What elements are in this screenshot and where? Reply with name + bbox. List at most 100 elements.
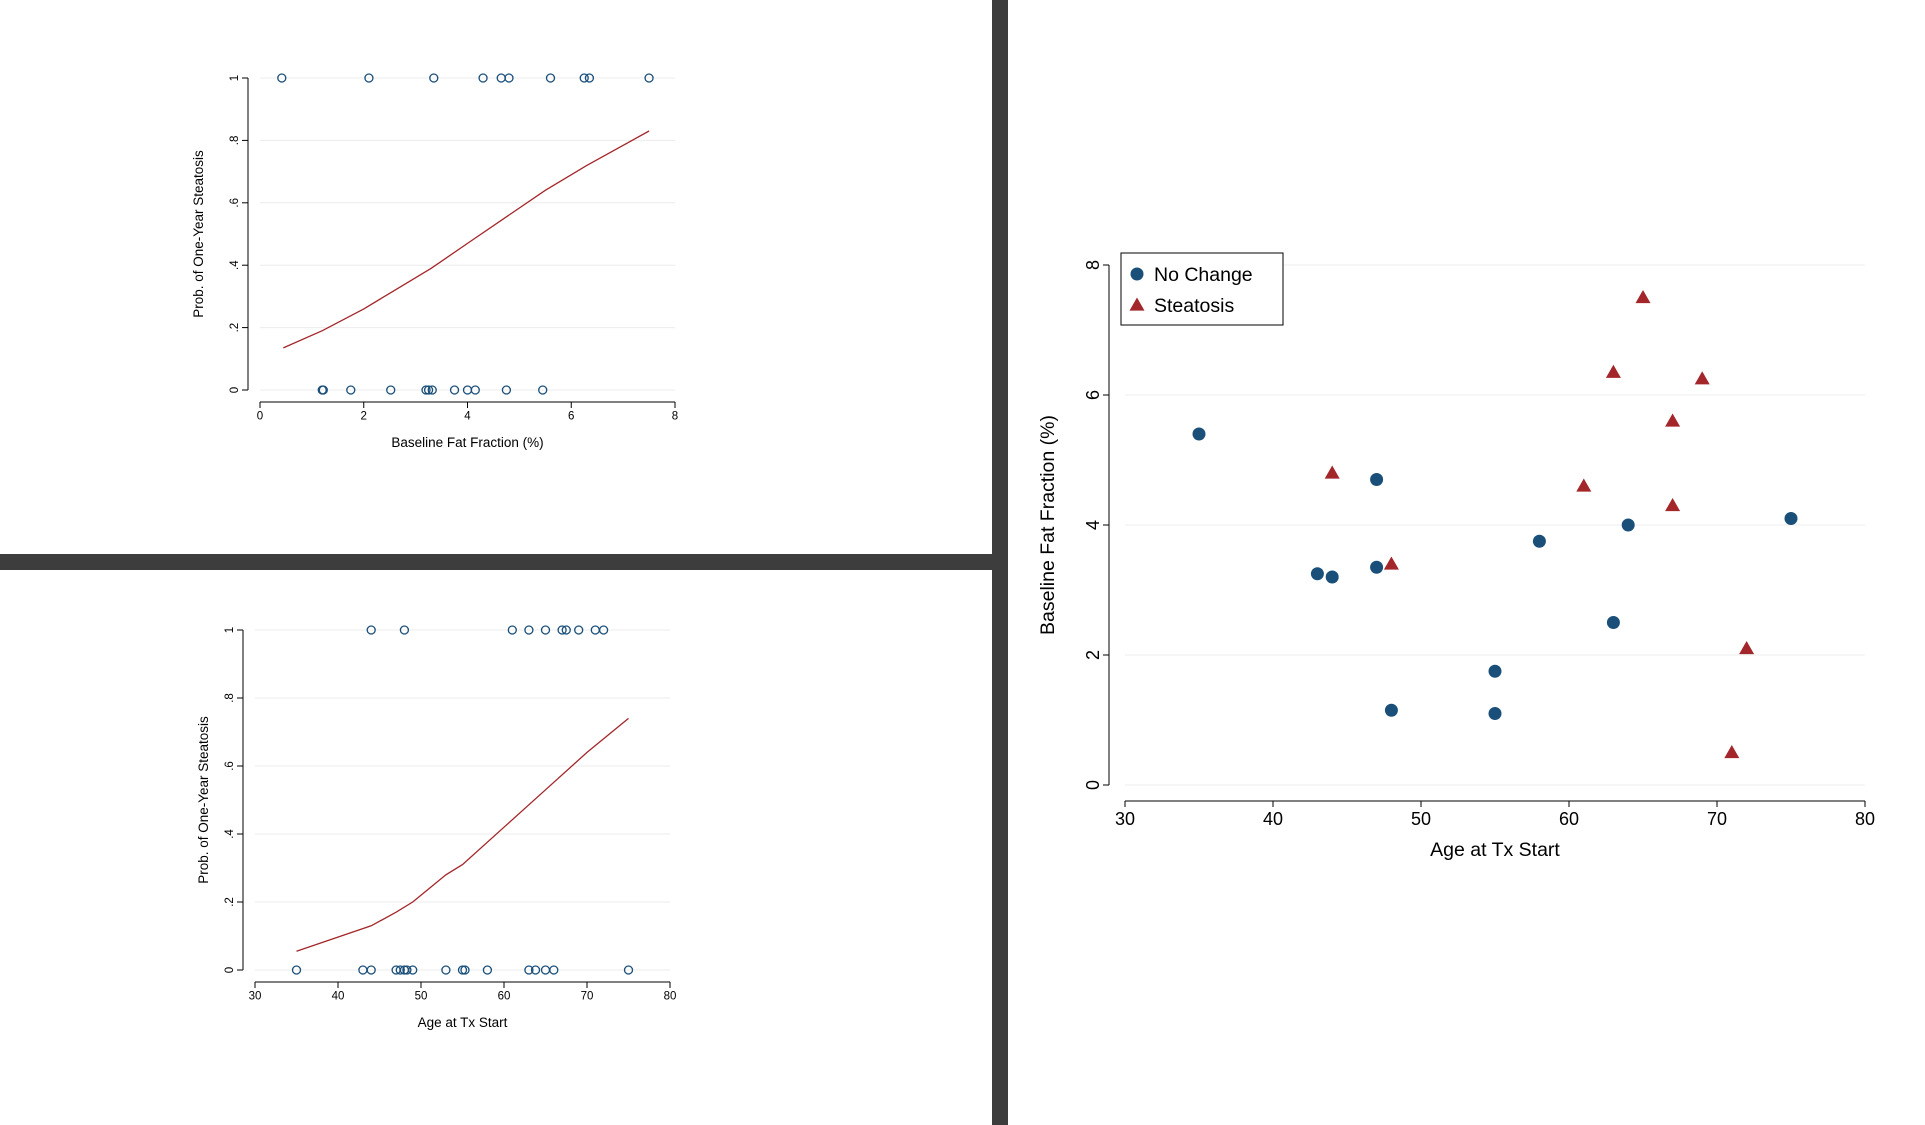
- x-tick-label: 40: [1263, 809, 1283, 829]
- data-point-no-change: [1192, 427, 1206, 441]
- x-tick-label: 60: [1559, 809, 1579, 829]
- vertical-divider: [992, 0, 1008, 1125]
- data-point: [427, 385, 437, 395]
- fit-line: [283, 130, 650, 349]
- x-tick-label: 50: [1411, 809, 1431, 829]
- x-tick-label: 0: [257, 411, 263, 423]
- data-point: [346, 385, 356, 395]
- data-point: [457, 965, 468, 975]
- data-point: [579, 73, 589, 83]
- x-tick-label: 2: [361, 411, 367, 423]
- data-point-no-change: [1606, 616, 1620, 629]
- chart-panel-age-fat-fraction: 0 2 4 6 8 30 40 50 60 70 80 Age at Tx Start Baseline…: [1035, 225, 1925, 875]
- x-tick-label: 40: [332, 991, 345, 1003]
- data-point-steatosis: [1739, 641, 1755, 655]
- y-tick-label: 0: [229, 387, 241, 393]
- data-point: [291, 965, 302, 975]
- data-point: [408, 965, 418, 975]
- data-point: [644, 73, 654, 83]
- data-point-steatosis: [1694, 371, 1710, 385]
- y-tick-label: 8: [1083, 260, 1103, 270]
- data-point: [421, 385, 431, 395]
- data-point-no-change: [1370, 560, 1384, 574]
- data-point-no-change: [1384, 703, 1398, 717]
- y-tick-label: .8: [229, 136, 241, 146]
- data-point-steatosis: [1724, 745, 1740, 759]
- y-tick-label: 0: [224, 967, 236, 973]
- data-point: [441, 965, 451, 975]
- data-point: [540, 625, 551, 635]
- data-point: [460, 965, 470, 975]
- data-point-no-change: [1488, 707, 1502, 720]
- chart-panel-age-probability: 0 .2 .4 .6 .8 1 30 40 50 60 70 80 Age at Tx Start Pro…: [196, 600, 835, 1050]
- data-point: [507, 625, 517, 635]
- chart-panel-fat-fraction: 0 .2 .4 .6 .8 1 0 2 4 6 8 Baseline Fat Fraction (%)…: [190, 50, 850, 530]
- y-tick-label: 6: [1083, 390, 1103, 400]
- legend-label: No Change: [1154, 264, 1253, 286]
- data-point: [402, 965, 412, 975]
- data-point-steatosis: [1605, 364, 1621, 378]
- x-axis-label: Age at Tx Start: [1430, 839, 1560, 861]
- data-point: [584, 73, 595, 83]
- data-point-no-change: [1784, 512, 1798, 525]
- data-point: [277, 73, 287, 83]
- y-tick-label: 1: [224, 627, 236, 633]
- y-tick-label: 0: [1083, 780, 1103, 790]
- chart-age-probability: 0 .2 .4 .6 .8 1 30 40 50 60 70 80 Age at Tx Start Pro…: [196, 625, 677, 1030]
- y-tick-label: 4: [1083, 520, 1103, 530]
- data-point: [318, 385, 328, 395]
- legend-label: Steatosis: [1154, 295, 1234, 317]
- x-tick-label: 70: [1707, 809, 1727, 829]
- data-point-no-change: [1310, 567, 1324, 581]
- y-tick-label: .6: [229, 198, 241, 208]
- data-point-no-change: [1532, 534, 1546, 548]
- data-point: [623, 965, 634, 975]
- data-point-steatosis: [1665, 413, 1681, 427]
- data-point-no-change: [1325, 570, 1339, 584]
- chart-fat-fraction-probability: 0 .2 .4 .6 .8 1 0 2 4 6 8 Baseline Fat Fraction (%)…: [191, 73, 678, 450]
- data-point-no-change: [1488, 664, 1502, 678]
- y-tick-label: 2: [1083, 650, 1103, 660]
- data-point: [366, 625, 376, 635]
- x-tick-label: 50: [415, 991, 428, 1003]
- x-tick-label: 30: [1115, 809, 1135, 829]
- y-tick-label: .8: [224, 693, 236, 703]
- data-point-steatosis: [1324, 465, 1340, 479]
- data-point: [501, 385, 512, 395]
- data-point: [423, 385, 434, 395]
- data-point: [395, 965, 405, 975]
- y-axis-label: Baseline Fat Fraction (%): [1037, 415, 1059, 635]
- legend-marker-steatosis: [1129, 297, 1145, 311]
- x-tick-label: 4: [464, 411, 471, 423]
- x-axis-label: Age at Tx Start: [418, 1015, 508, 1030]
- x-tick-label: 70: [581, 991, 594, 1003]
- y-tick-label: 1: [229, 75, 241, 81]
- data-point-steatosis: [1665, 498, 1681, 512]
- x-tick-label: 60: [498, 991, 511, 1003]
- data-point-steatosis: [1576, 478, 1592, 492]
- data-point: [524, 965, 534, 975]
- data-point: [598, 625, 609, 635]
- y-tick-label: .4: [224, 829, 236, 839]
- fit-line: [296, 717, 629, 952]
- data-point: [482, 965, 493, 975]
- data-point: [574, 625, 584, 635]
- x-tick-label: 6: [568, 411, 574, 423]
- data-point: [538, 385, 548, 395]
- data-point: [545, 73, 556, 83]
- y-tick-label: .6: [224, 761, 236, 771]
- y-axis-label: Prob. of One-Year Steatosis: [196, 716, 211, 884]
- data-point-steatosis: [1635, 290, 1651, 304]
- x-tick-label: 80: [664, 991, 677, 1003]
- y-tick-label: .2: [224, 897, 236, 907]
- data-point: [386, 385, 396, 395]
- y-axis-label: Prob. of One-Year Steatosis: [191, 150, 206, 318]
- data-point: [530, 965, 541, 975]
- data-point: [524, 625, 534, 635]
- data-point: [399, 625, 410, 635]
- data-point: [366, 965, 376, 975]
- data-point-no-change: [1621, 518, 1635, 532]
- data-point: [504, 73, 514, 83]
- y-tick-label: .4: [229, 260, 241, 270]
- data-point-steatosis: [1383, 556, 1399, 570]
